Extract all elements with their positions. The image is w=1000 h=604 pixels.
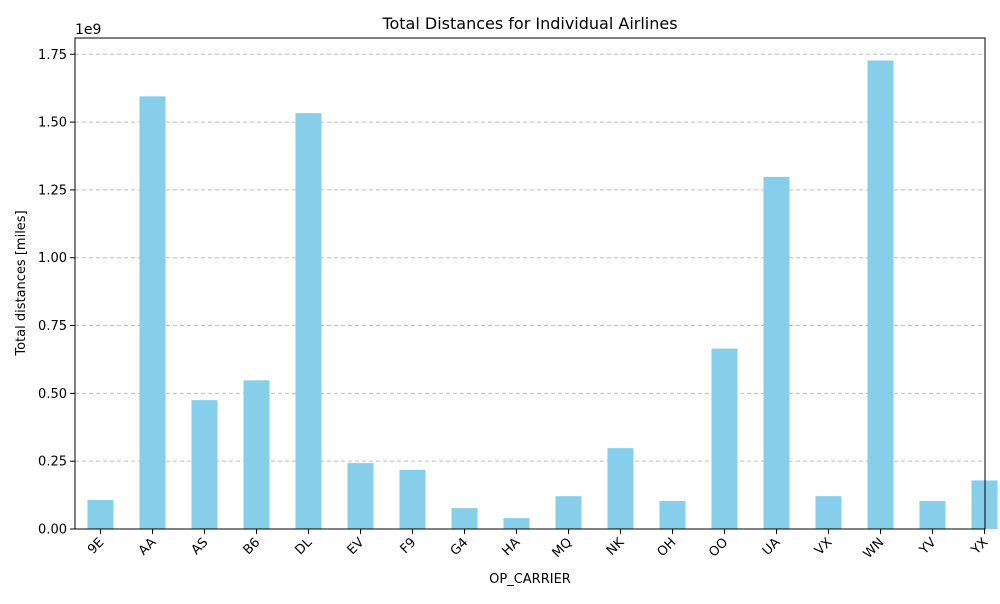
y-tick-label: 0.25 xyxy=(38,455,67,470)
bar-wn xyxy=(867,60,894,529)
bar-b6 xyxy=(243,380,270,529)
bar-dl xyxy=(295,113,322,529)
x-tick-label: OH xyxy=(655,535,680,560)
chart-title: Total Distances for Individual Airlines xyxy=(381,14,677,33)
x-tick-label: B6 xyxy=(241,535,264,558)
bar-9e xyxy=(87,499,114,529)
x-tick-label: MQ xyxy=(550,535,576,561)
x-tick-label: YX xyxy=(968,535,991,558)
bar-aa xyxy=(139,96,166,529)
y-tick-label: 1.75 xyxy=(38,48,67,63)
bar-vx xyxy=(815,496,842,529)
x-tick-label: 9E xyxy=(85,535,107,557)
y-axis-label: Total distances [miles] xyxy=(14,210,29,356)
x-tick-label: F9 xyxy=(398,535,420,557)
x-axis-label: OP_CARRIER xyxy=(489,572,571,587)
bar-nk xyxy=(607,448,634,529)
plot-frame xyxy=(74,37,986,530)
x-tick-label: NK xyxy=(604,535,628,559)
x-tick-label: EV xyxy=(345,535,368,558)
bar-f9 xyxy=(399,469,426,529)
x-axis-ticks: 9E AA AS B6 DL EV F9 G4 HA MQ NK OH OO UA VX WN YV YX xyxy=(85,529,991,562)
x-tick-label: G4 xyxy=(448,535,472,559)
x-tick-label: AS xyxy=(189,535,212,558)
bar-ha xyxy=(503,518,530,529)
x-tick-label: YV xyxy=(916,535,939,558)
y-tick-label: 1.50 xyxy=(38,116,67,131)
y-multiplier-label: 1e9 xyxy=(75,22,101,38)
x-tick-label: VX xyxy=(812,535,835,558)
x-tick-label: WN xyxy=(861,535,888,562)
bar-g4 xyxy=(451,508,478,529)
x-tick-label: DL xyxy=(293,535,316,558)
y-tick-label: 0.00 xyxy=(38,523,67,538)
bar-oo xyxy=(711,348,738,529)
bars xyxy=(87,60,998,529)
y-axis-ticks: 0.00 0.25 0.50 0.75 1.00 1.25 1.50 1.75 xyxy=(38,48,75,538)
x-tick-label: UA xyxy=(760,535,784,559)
grid-lines xyxy=(75,53,985,530)
bar-as xyxy=(191,400,218,529)
bar-ev xyxy=(347,463,374,529)
bar-oh xyxy=(659,501,686,529)
y-tick-label: 0.75 xyxy=(38,319,67,334)
y-tick-label: 0.50 xyxy=(38,387,67,402)
bar-yv xyxy=(919,501,946,529)
bar-mq xyxy=(555,496,582,529)
y-tick-label: 1.00 xyxy=(38,251,67,266)
x-tick-label: HA xyxy=(500,535,524,559)
x-tick-label: AA xyxy=(136,535,160,559)
x-tick-label: OO xyxy=(706,535,731,560)
bar-ua xyxy=(763,176,790,529)
y-tick-label: 1.25 xyxy=(38,183,67,198)
